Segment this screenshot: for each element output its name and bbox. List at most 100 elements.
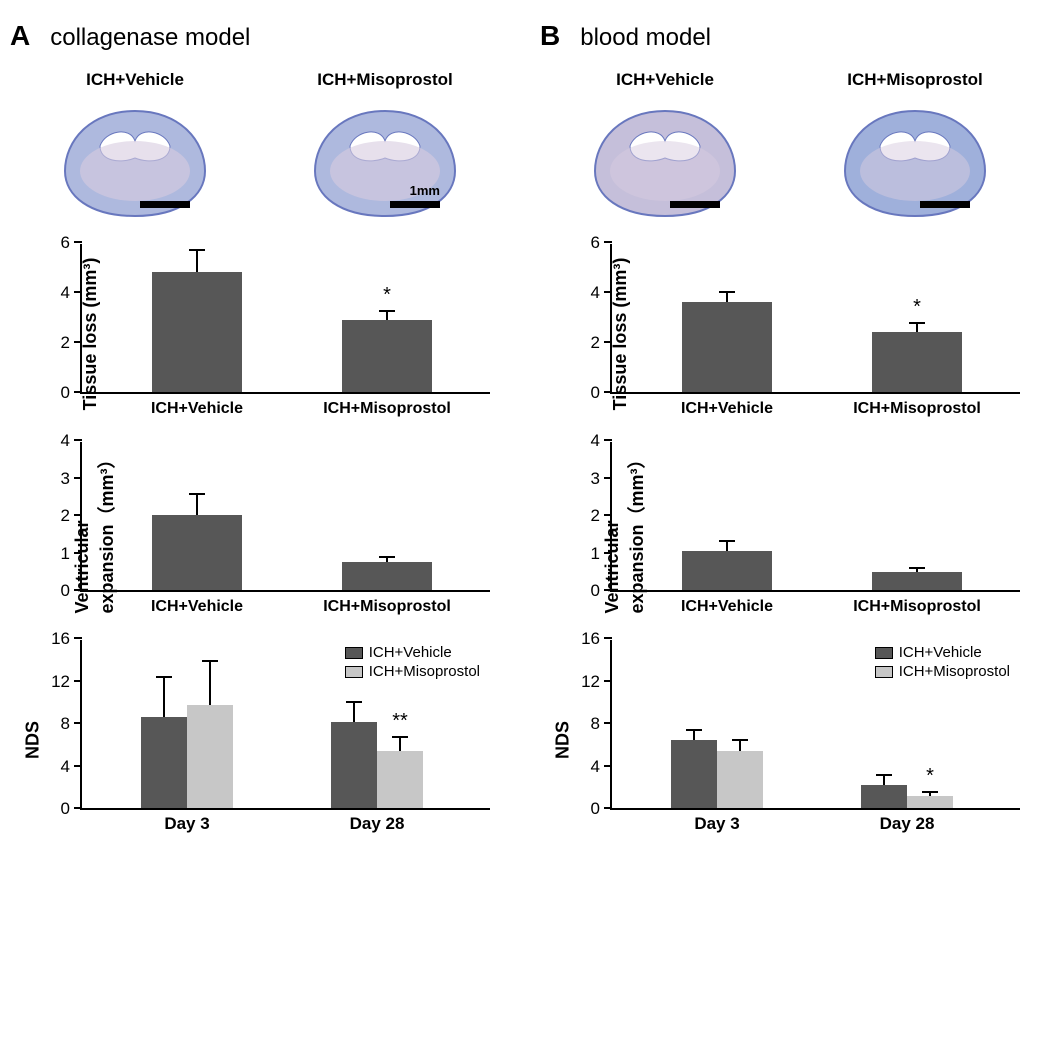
bar xyxy=(152,515,242,590)
y-tick-label: 0 xyxy=(61,383,70,403)
y-tick-label: 2 xyxy=(61,506,70,526)
x-axis-label: ICH+Misoprostol xyxy=(853,598,981,616)
x-axis-label: ICH+Vehicle xyxy=(151,598,243,616)
legend-label: ICH+Misoprostol xyxy=(369,663,480,680)
histo-a-miso: ICH+Misoprostol 1mm xyxy=(300,70,470,226)
bar xyxy=(331,722,377,808)
y-tick-label: 4 xyxy=(61,431,70,451)
y-tick-label: 4 xyxy=(61,283,70,303)
y-tick-label: 16 xyxy=(581,629,600,649)
y-tick-label: 12 xyxy=(581,672,600,692)
x-axis-label: Day 3 xyxy=(694,814,739,834)
legend: ICH+Vehicle ICH+Misoprostol xyxy=(875,644,1010,682)
chart-a-nds: NDS0481216ICH+VehicleICH+MisoprostolDay … xyxy=(70,640,490,840)
panel-a-histo-row: ICH+Vehicle ICH+Misoprostol 1mm xyxy=(10,70,510,226)
scalebar-icon xyxy=(390,201,440,208)
plot-area: 0246ICH+Vehicle*ICH+Misoprostol xyxy=(610,244,1020,394)
x-axis-label: ICH+Vehicle xyxy=(681,400,773,418)
scalebar-icon xyxy=(140,201,190,208)
significance-marker: ** xyxy=(392,710,408,733)
scalebar-icon xyxy=(670,201,720,208)
panel-b-histo-row: ICH+Vehicle ICH+Misoprostol xyxy=(540,70,1040,226)
panel-a: A collagenase model ICH+Vehicle ICH+Miso… xyxy=(10,20,510,840)
bar xyxy=(152,272,242,392)
legend-swatch-icon xyxy=(875,647,893,659)
y-tick-label: 2 xyxy=(591,506,600,526)
y-tick-label: 2 xyxy=(61,333,70,353)
histo-a-vehicle: ICH+Vehicle xyxy=(50,70,220,226)
y-tick-label: 8 xyxy=(61,714,70,734)
x-axis-label: ICH+Misoprostol xyxy=(323,598,451,616)
scalebar-icon xyxy=(920,201,970,208)
panel-a-title: collagenase model xyxy=(50,24,250,52)
plot-area: 0481216ICH+VehicleICH+MisoprostolDay 3*D… xyxy=(610,640,1020,810)
panel-b-title: blood model xyxy=(580,24,711,52)
y-tick-label: 6 xyxy=(591,233,600,253)
bar xyxy=(907,796,953,808)
bar xyxy=(671,740,717,808)
y-tick-label: 4 xyxy=(591,757,600,777)
legend-swatch-icon xyxy=(875,666,893,678)
y-tick-label: 0 xyxy=(591,383,600,403)
bar xyxy=(682,302,772,392)
panel-b-letter: B xyxy=(540,20,560,52)
chart-b-vent: Ventricularexpansion（mm³）01234ICH+Vehicl… xyxy=(600,442,1020,622)
chart-b-tissue: Tissue loss (mm³)0246ICH+Vehicle*ICH+Mis… xyxy=(600,244,1020,424)
x-axis-label: ICH+Misoprostol xyxy=(853,400,981,418)
y-axis-label: NDS xyxy=(23,721,44,759)
brain-icon xyxy=(50,96,220,226)
figure-root: A collagenase model ICH+Vehicle ICH+Miso… xyxy=(0,0,1050,860)
x-axis-label: Day 28 xyxy=(880,814,935,834)
bar xyxy=(861,785,907,808)
legend-item: ICH+Misoprostol xyxy=(875,663,1010,680)
y-tick-label: 3 xyxy=(61,469,70,489)
legend-swatch-icon xyxy=(345,647,363,659)
plot-area: 01234ICH+VehicleICH+Misoprostol xyxy=(610,442,1020,592)
bar xyxy=(377,751,423,808)
histo-a-vehicle-label: ICH+Vehicle xyxy=(86,70,184,90)
significance-marker: * xyxy=(926,765,934,788)
chart-b-nds: NDS0481216ICH+VehicleICH+MisoprostolDay … xyxy=(600,640,1020,840)
legend-item: ICH+Misoprostol xyxy=(345,663,480,680)
bar xyxy=(872,332,962,392)
chart-a-vent: Ventricularexpansion（mm³）01234ICH+Vehicl… xyxy=(70,442,490,622)
bar xyxy=(682,551,772,590)
legend-swatch-icon xyxy=(345,666,363,678)
legend-label: ICH+Misoprostol xyxy=(899,663,1010,680)
y-tick-label: 12 xyxy=(51,672,70,692)
y-tick-label: 16 xyxy=(51,629,70,649)
panel-a-header: A collagenase model xyxy=(10,20,510,52)
bar xyxy=(342,320,432,393)
y-tick-label: 2 xyxy=(591,333,600,353)
histo-b-vehicle: ICH+Vehicle xyxy=(580,70,750,226)
bar xyxy=(141,717,187,808)
brain-icon xyxy=(830,96,1000,226)
brain-icon: 1mm xyxy=(300,96,470,226)
x-axis-label: Day 28 xyxy=(350,814,405,834)
x-axis-label: ICH+Misoprostol xyxy=(323,400,451,418)
bar xyxy=(872,572,962,590)
panel-a-letter: A xyxy=(10,20,30,52)
y-tick-label: 4 xyxy=(591,431,600,451)
legend-item: ICH+Vehicle xyxy=(345,644,480,661)
brain-icon xyxy=(580,96,750,226)
histo-b-miso-label: ICH+Misoprostol xyxy=(847,70,983,90)
histo-b-miso: ICH+Misoprostol xyxy=(830,70,1000,226)
panel-b-header: B blood model xyxy=(540,20,1040,52)
y-tick-label: 0 xyxy=(591,799,600,819)
bar xyxy=(717,751,763,808)
bar xyxy=(187,705,233,808)
legend-item: ICH+Vehicle xyxy=(875,644,1010,661)
chart-a-tissue: Tissue loss (mm³)0246ICH+Vehicle*ICH+Mis… xyxy=(70,244,490,424)
y-tick-label: 4 xyxy=(591,283,600,303)
legend-label: ICH+Vehicle xyxy=(899,644,982,661)
y-tick-label: 3 xyxy=(591,469,600,489)
y-axis-label: NDS xyxy=(553,721,574,759)
y-tick-label: 4 xyxy=(61,757,70,777)
y-tick-label: 6 xyxy=(61,233,70,253)
legend: ICH+Vehicle ICH+Misoprostol xyxy=(345,644,480,682)
x-axis-label: ICH+Vehicle xyxy=(151,400,243,418)
histo-a-miso-label: ICH+Misoprostol xyxy=(317,70,453,90)
bar xyxy=(342,562,432,590)
legend-label: ICH+Vehicle xyxy=(369,644,452,661)
